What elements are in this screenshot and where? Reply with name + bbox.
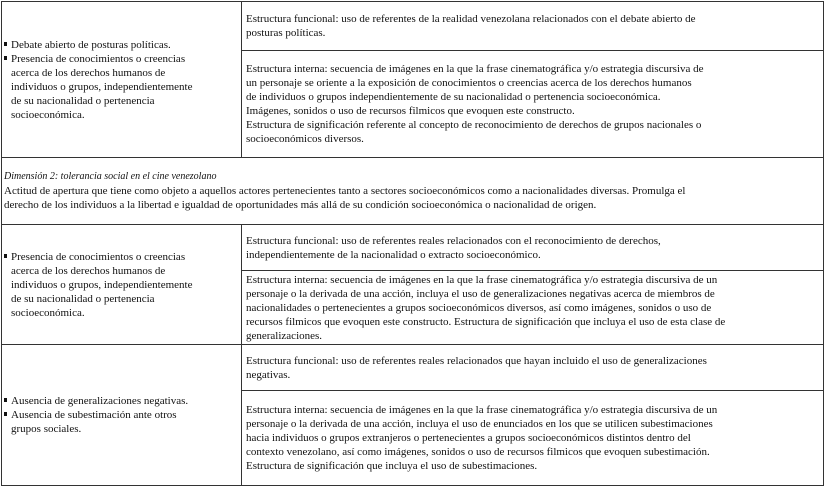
indicators-cell-1: Debate abierto de posturas políticas. Pr… xyxy=(4,2,240,157)
indicator-item: Presencia de conocimientos o creencias a… xyxy=(4,52,240,122)
functional-structure-cell-3: Estructura funcional: uso de referentes … xyxy=(246,345,821,390)
text-line: personaje o la derivada de una acción, i… xyxy=(246,418,713,430)
text-line: Imágenes, sonidos o uso de recursos film… xyxy=(246,105,575,117)
text-line: socioeconómicos diversos. xyxy=(246,133,364,145)
text-line: nacionalidades o pertenecientes a grupos… xyxy=(246,301,712,314)
text-line: Estructura funcional: uso de referentes … xyxy=(246,354,707,367)
indicators-cell-2: Presencia de conocimientos o creencias a… xyxy=(4,225,240,344)
text-line: contexto venezolano, así como imágenes, … xyxy=(246,446,710,458)
text-line: Presencia de conocimientos o creencias xyxy=(11,250,186,263)
dimension-cell: Dimensión 2: tolerancia social en el cin… xyxy=(4,158,822,224)
text-line: Estructura interna: secuencia de imágene… xyxy=(246,404,718,416)
row-divider xyxy=(1,157,824,158)
text-line: individuos o grupos, independientemente xyxy=(11,278,193,291)
indicator-item: Debate abierto de posturas políticas. xyxy=(4,38,240,52)
functional-structure-cell-1: Estructura funcional: uso de referentes … xyxy=(246,2,821,50)
text-line: recursos filmicos que evoquen este const… xyxy=(246,315,726,328)
text-line: de individuos o grupos independientement… xyxy=(246,91,661,103)
text-line: Presencia de conocimientos o creencias xyxy=(11,52,186,65)
text-line: acerca de los derechos humanos de xyxy=(11,66,166,79)
text-line: acerca de los derechos humanos de xyxy=(11,264,166,277)
text-line: generalizaciones. xyxy=(246,329,323,342)
indicator-item: Ausencia de generalizaciones negativas. xyxy=(4,394,240,408)
text-line: Ausencia de generalizaciones negativas. xyxy=(11,395,189,407)
text-line: individuos o grupos, independientemente xyxy=(11,80,193,93)
dimension-description: derecho de los individuos a la libertad … xyxy=(4,199,597,211)
indicator-item: Presencia de conocimientos o creencias a… xyxy=(4,250,240,320)
column-divider xyxy=(241,1,242,158)
row-divider xyxy=(1,224,824,225)
text-line: negativas. xyxy=(246,368,291,381)
text-line: Estructura de significación referente al… xyxy=(246,119,702,131)
internal-structure-cell-1: Estructura interna: secuencia de imágene… xyxy=(246,51,821,157)
text-line: socioeconómica. xyxy=(11,306,85,319)
functional-structure-cell-2: Estructura funcional: uso de referentes … xyxy=(246,225,821,270)
internal-structure-cell-3: Estructura interna: secuencia de imágene… xyxy=(246,391,821,485)
text-line: hacia individuos o grupos extranjeros o … xyxy=(246,432,691,444)
text-line: Debate abierto de posturas políticas. xyxy=(11,38,171,51)
text-line: socioeconómica. xyxy=(11,108,85,121)
cell-divider xyxy=(241,50,824,51)
indicators-cell-3: Ausencia de generalizaciones negativas. … xyxy=(4,345,240,485)
text-line: grupos sociales. xyxy=(11,423,82,435)
dimension-description: Actitud de apertura que tiene como objet… xyxy=(4,185,686,197)
cell-divider xyxy=(241,270,824,271)
text-line: Ausencia de subestimación ante otros xyxy=(11,409,177,421)
indicator-item: Ausencia de subestimación ante otros gru… xyxy=(4,408,240,436)
text-line: de su nacionalidad o pertenencia xyxy=(11,94,155,107)
text-line: personaje o la derivada de una acción, i… xyxy=(246,287,715,300)
text-line: Estructura interna: secuencia de imágene… xyxy=(246,63,704,75)
cell-divider xyxy=(241,390,824,391)
text-line: de su nacionalidad o pertenencia xyxy=(11,292,155,305)
text-line: independientemente de la nacionalidad o … xyxy=(246,248,541,261)
dimension-title: Dimensión 2: tolerancia social en el cin… xyxy=(4,171,217,182)
text-line: posturas políticas. xyxy=(246,27,326,39)
text-line: Estructura interna: secuencia de imágene… xyxy=(246,273,718,286)
text-line: Estructura de significación que incluya … xyxy=(246,460,538,472)
row-divider xyxy=(1,344,824,345)
column-divider xyxy=(241,224,242,486)
text-line: Estructura funcional: uso de referentes … xyxy=(246,13,696,25)
text-line: Estructura funcional: uso de referentes … xyxy=(246,234,661,247)
text-line: un personaje se oriente a la exposición … xyxy=(246,77,692,89)
internal-structure-cell-2: Estructura interna: secuencia de imágene… xyxy=(246,271,821,344)
